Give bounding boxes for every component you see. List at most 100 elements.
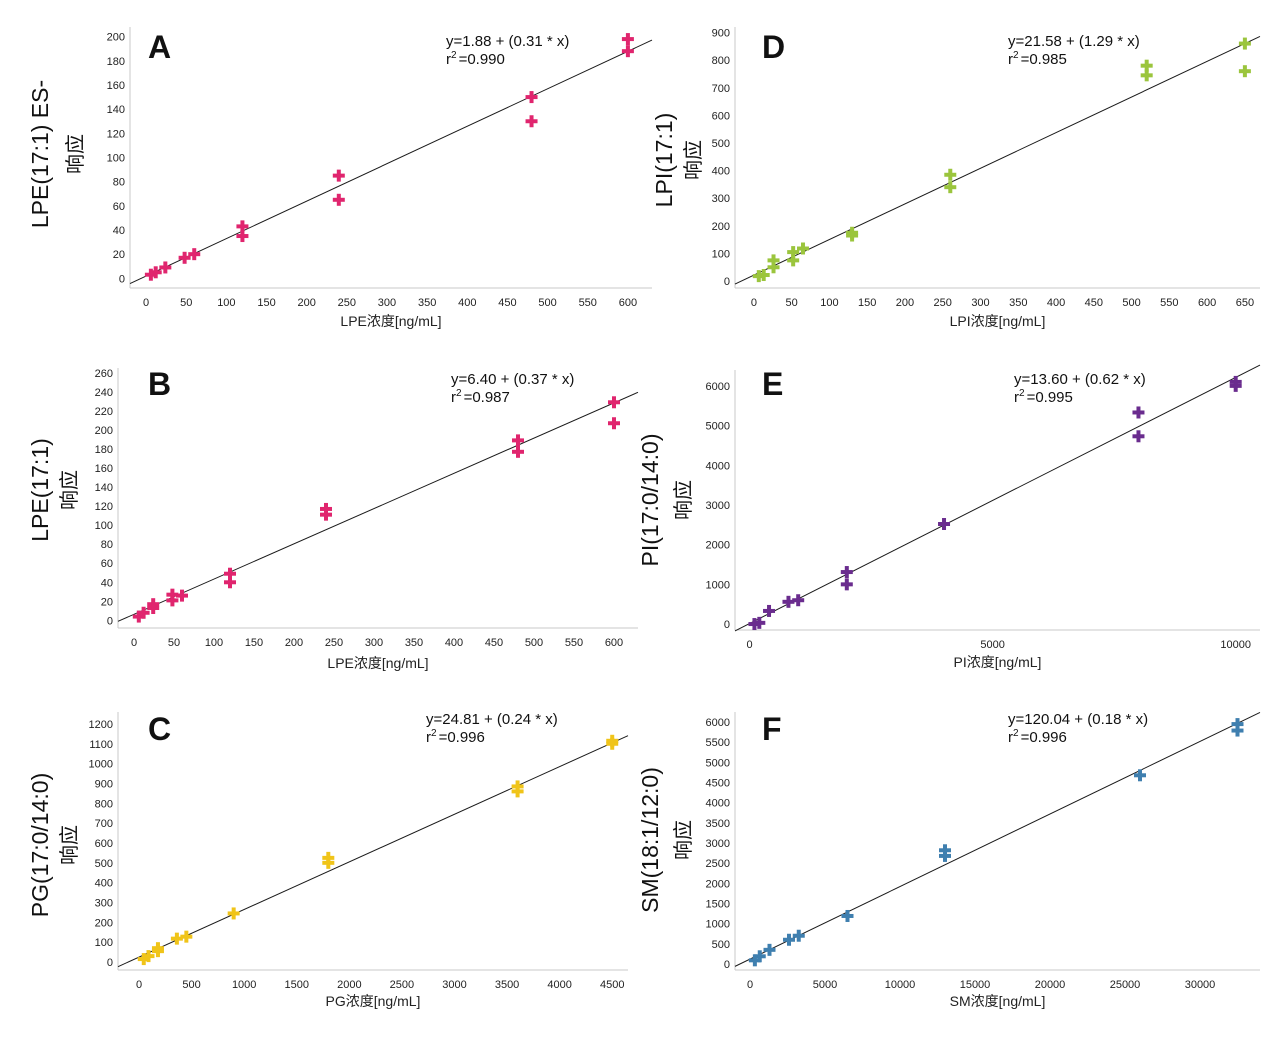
y-tick-label: 40 [113,225,125,237]
y-tick-label: 5000 [706,757,730,769]
x-tick-label: 200 [896,297,914,309]
y-tick-label: 3500 [706,818,730,830]
x-tick-label: 50 [180,297,192,309]
y-axis-label: PI(17:0/14:0) [637,434,663,567]
x-tick-label: 550 [565,637,583,649]
x-axis-label: LPE浓度[ng/mL] [327,655,428,671]
x-tick-label: 15000 [960,979,991,991]
data-point [753,950,766,963]
y-tick-label: 220 [95,406,113,418]
data-point [783,933,795,946]
x-tick-label: 100 [217,297,235,309]
x-tick-label: 450 [485,637,503,649]
panel-letter: E [762,366,783,402]
regression-line [734,364,1261,632]
data-point [1140,59,1153,72]
data-point [188,248,201,261]
data-point [137,606,150,619]
x-tick-label: 150 [858,297,876,309]
y-axis-label: LPI(17:1) [651,113,677,208]
y-tick-label: 80 [113,177,125,189]
regression-line [117,735,629,968]
x-tick-label: 0 [747,639,753,651]
data-point [332,169,345,182]
y-tick-label: 4500 [706,778,730,790]
data-point [846,226,859,239]
data-point [320,502,332,515]
data-point [149,266,162,279]
y-tick-label: 140 [95,482,113,494]
r-squared: r2 =0.987 [451,388,510,406]
data-point [938,518,951,531]
x-tick-label: 10000 [885,979,916,991]
x-axis-label: SM浓度[ng/mL] [950,993,1046,1009]
x-tick-label: 400 [458,297,476,309]
data-point [792,929,805,942]
x-tick-label: 250 [325,637,343,649]
r-squared: r2 =0.990 [446,50,505,68]
data-point [840,578,853,591]
data-point [227,907,240,920]
y-axis-label: SM(18:1/12:0) [637,767,663,913]
data-point [180,930,193,943]
y-tick-label: 800 [95,798,113,810]
y-tick-label: 160 [95,463,113,475]
regression-line [129,39,653,285]
regression-equation: y=120.04 + (0.18 * x) [1008,711,1148,728]
data-point [939,844,951,857]
y-tick-label: 300 [712,193,730,205]
y-tick-label: 120 [95,501,113,513]
chart-panel-b: 0 20 40 60 80 100 120 140 160 180 200 220 240 260 0 50 1… [27,366,639,671]
x-tick-label: 3500 [495,979,519,991]
x-axis-label: LPI浓度[ng/mL] [950,313,1046,329]
panel-letter: F [762,711,782,747]
data-point [147,598,160,611]
x-tick-label: 0 [136,979,142,991]
regression-line [117,391,639,622]
data-point [787,246,800,259]
panel-letter: A [148,29,171,65]
data-point [1231,718,1244,731]
y-tick-label: 260 [95,368,113,380]
y-tick-label: 140 [107,104,125,116]
x-tick-label: 100 [820,297,838,309]
y-tick-label: 200 [107,32,125,44]
y-tick-label: 0 [724,619,730,631]
data-point [792,594,805,607]
y-tick-label: 0 [107,957,113,969]
y-tick-label: 4000 [706,798,730,810]
data-point [176,589,188,602]
x-tick-label: 1000 [232,979,256,991]
x-tick-label: 450 [1085,297,1103,309]
x-tick-label: 200 [297,297,315,309]
y-tick-label: 6000 [706,381,730,393]
chart-panel-d: 0 100 200 300 400 500 600 700 800 900 0 50 100 150 200… [651,27,1261,329]
y-tick-label: 800 [712,55,730,67]
data-point [621,33,634,46]
data-point [763,604,776,617]
chart-panel-a: 0 20 40 60 80 100 120 140 160 180 200 0 50 100 150 200 2… [27,27,653,329]
y-tick-label: 400 [712,166,730,178]
x-tick-label: 350 [1009,297,1027,309]
y-tick-label: 2000 [706,878,730,890]
y-tick-label: 3000 [706,838,730,850]
x-tick-label: 300 [971,297,989,309]
x-tick-label: 250 [338,297,356,309]
y-axis-label: PG(17:0/14:0) [27,773,53,917]
data-point [1132,430,1145,443]
y-tick-label: 20 [113,249,125,261]
data-point [621,45,634,58]
x-tick-label: 0 [131,637,137,649]
data-point [322,851,335,864]
x-tick-label: 400 [1047,297,1065,309]
y-tick-label: 160 [107,80,125,92]
data-point [236,220,249,233]
y-tick-label: 0 [724,276,730,288]
data-point [512,445,524,458]
x-tick-label: 500 [182,979,200,991]
x-tick-label: 300 [365,637,383,649]
x-tick-label: 550 [1160,297,1178,309]
y-tick-label: 180 [107,56,125,68]
y-tick-label: 1500 [706,898,730,910]
